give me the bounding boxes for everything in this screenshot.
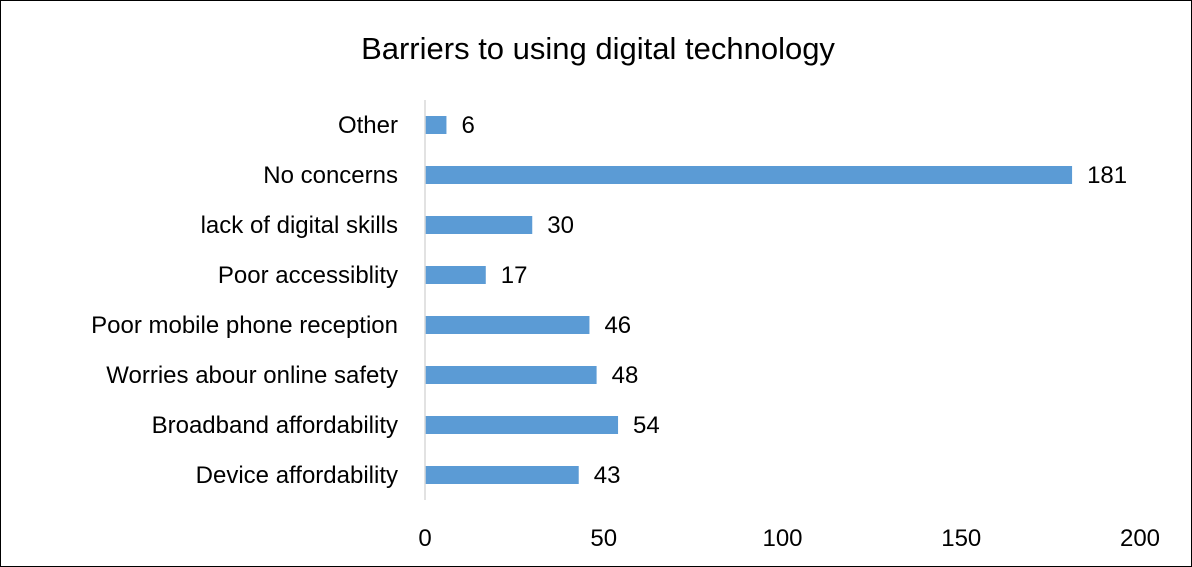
bar-5 — [425, 366, 597, 384]
category-label: No concerns — [263, 162, 398, 189]
bar-4 — [425, 316, 590, 334]
chart-title: Barriers to using digital technology — [361, 31, 835, 66]
data-label: 6 — [461, 112, 474, 139]
data-label: 48 — [612, 362, 639, 389]
category-label: Broadband affordability — [152, 412, 398, 439]
x-tick-label: 150 — [941, 525, 981, 552]
axis-layer: 0 50 100 150 200 — [418, 100, 1160, 552]
data-label: 46 — [604, 312, 631, 339]
x-tick-label: 50 — [590, 525, 617, 552]
data-label: 181 — [1087, 162, 1127, 189]
bar-3 — [425, 266, 486, 284]
data-label: 43 — [594, 462, 621, 489]
bar-7 — [425, 466, 579, 484]
x-tick-label: 200 — [1120, 525, 1160, 552]
x-tick-label: 100 — [762, 525, 802, 552]
bar-1 — [425, 166, 1073, 184]
category-label: Other — [338, 112, 398, 139]
category-label: lack of digital skills — [201, 212, 398, 239]
bar-0 — [425, 116, 447, 134]
bars-layer — [425, 116, 1073, 484]
data-label: 54 — [633, 412, 660, 439]
category-label: Poor mobile phone reception — [91, 312, 398, 339]
data-label: 30 — [547, 212, 574, 239]
bar-2 — [425, 216, 533, 234]
bar-6 — [425, 416, 619, 434]
x-tick-label: 0 — [418, 525, 431, 552]
category-label: Worries abour online safety — [106, 362, 398, 389]
category-label: Device affordability — [196, 462, 398, 489]
labels-layer: Other 6 No concerns 181 lack of digital skil… — [91, 112, 1127, 489]
data-label: 17 — [501, 262, 528, 289]
category-label: Poor accessiblity — [218, 262, 398, 289]
